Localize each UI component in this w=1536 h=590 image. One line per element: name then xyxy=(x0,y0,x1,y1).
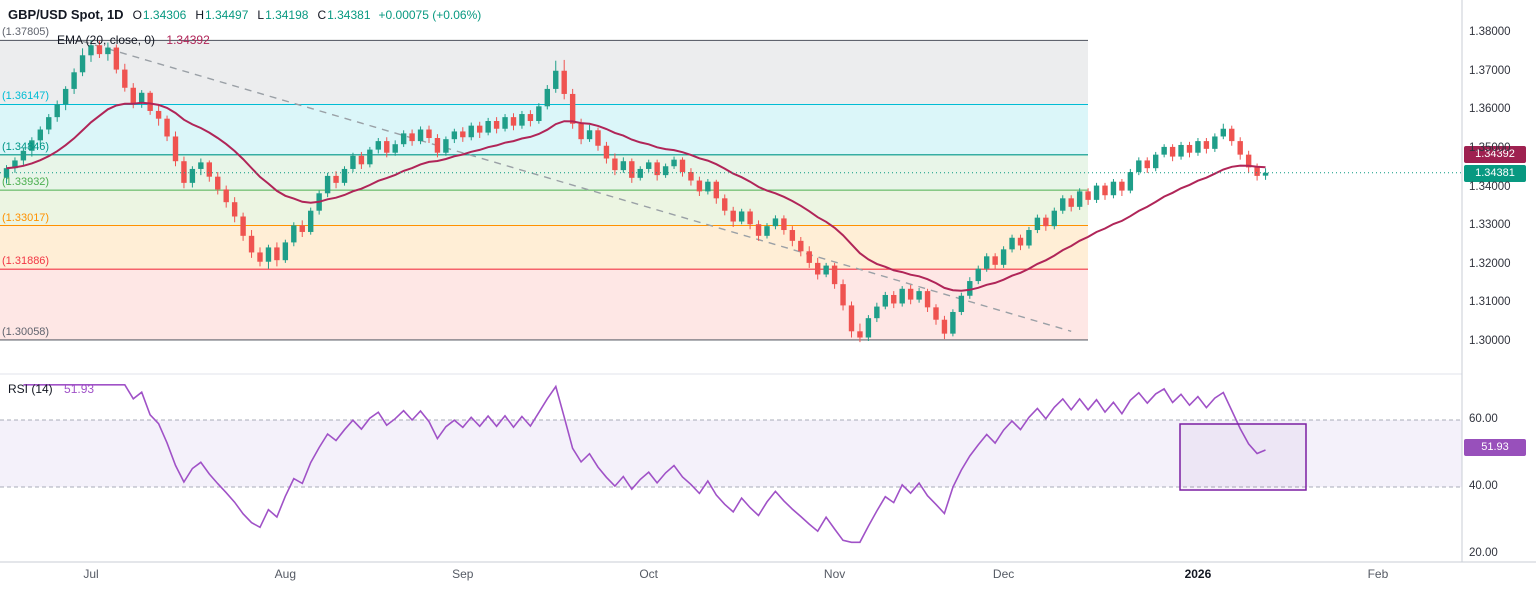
price-axis-label: 1.35000 xyxy=(1469,141,1511,154)
chart-legend: GBP/USD Spot, 1D O1.34306 H1.34497 L1.3419… xyxy=(8,7,481,22)
time-axis-label: Jul xyxy=(83,567,99,581)
quote-field-label: O xyxy=(132,8,142,22)
ema-value: 1.34392 xyxy=(166,33,210,47)
time-axis-label: Sep xyxy=(452,567,474,581)
price-axis-label: 1.36000 xyxy=(1469,103,1511,116)
quote-field-label: H xyxy=(195,8,204,22)
fib-level-label: (1.34846) xyxy=(2,140,50,153)
rsi-value-badge: 51.93 xyxy=(1464,438,1526,456)
time-axis[interactable] xyxy=(0,562,1536,590)
fib-level-label: (1.37805) xyxy=(2,26,50,39)
rsi-indicator-legend[interactable]: RSI (14) 51.93 xyxy=(8,382,94,396)
price-axis-label: 1.30000 xyxy=(1469,335,1511,348)
ema-price-badge: 1.34392 xyxy=(1464,146,1526,164)
price-axis-label: 1.34000 xyxy=(1469,180,1511,193)
ohlc-quote: O1.34306 H1.34497 L1.34198 C1.34381 xyxy=(124,8,371,22)
fib-level-label: (1.31886) xyxy=(2,255,50,268)
price-axis-label: 1.32000 xyxy=(1469,257,1511,270)
quote-field-value: 1.34198 xyxy=(265,8,309,22)
ema-label: EMA (20, close, 0) xyxy=(57,33,156,47)
quote-field-value: 1.34497 xyxy=(204,8,249,22)
price-axis-label: 1.37000 xyxy=(1469,64,1511,77)
quote-field-value: 1.34306 xyxy=(142,8,187,22)
time-axis-label: Feb xyxy=(1367,567,1389,581)
ema-indicator-legend[interactable]: EMA (20, close, 0) 1.34392 xyxy=(57,33,210,47)
rsi-value: 51.93 xyxy=(64,382,95,396)
rsi-axis-label: 40.00 xyxy=(1469,480,1498,492)
rsi-axis-label: 60.00 xyxy=(1469,413,1498,425)
rsi-highlight-box[interactable] xyxy=(1179,423,1307,491)
rsi-axis-label: 20.00 xyxy=(1469,547,1498,559)
fib-level-label: (1.33932) xyxy=(2,176,50,189)
time-axis-label: Nov xyxy=(823,567,846,581)
price-axis-label: 1.31000 xyxy=(1469,296,1511,309)
symbol-title[interactable]: GBP/USD Spot, 1D xyxy=(8,7,124,22)
quote-field-label: C xyxy=(317,8,327,22)
time-axis-label: Aug xyxy=(274,567,297,581)
quote-field-value: 1.34381 xyxy=(327,8,371,22)
time-axis-label: 2026 xyxy=(1184,567,1212,581)
price-axis-label: 1.38000 xyxy=(1469,25,1511,38)
last-price-badge: 1.34381 xyxy=(1464,164,1526,182)
price-change: +0.00075 (+0.06%) xyxy=(378,8,482,22)
price-axis[interactable] xyxy=(1462,0,1536,562)
time-axis-label: Dec xyxy=(992,567,1015,581)
fib-level-label: (1.30058) xyxy=(2,325,50,338)
fib-level-label: (1.36147) xyxy=(2,90,50,103)
fib-level-label: (1.33017) xyxy=(2,211,50,224)
time-axis-label: Oct xyxy=(639,567,659,581)
price-axis-label: 1.33000 xyxy=(1469,219,1511,232)
rsi-label: RSI (14) xyxy=(8,382,53,396)
quote-field-label: L xyxy=(257,8,265,22)
